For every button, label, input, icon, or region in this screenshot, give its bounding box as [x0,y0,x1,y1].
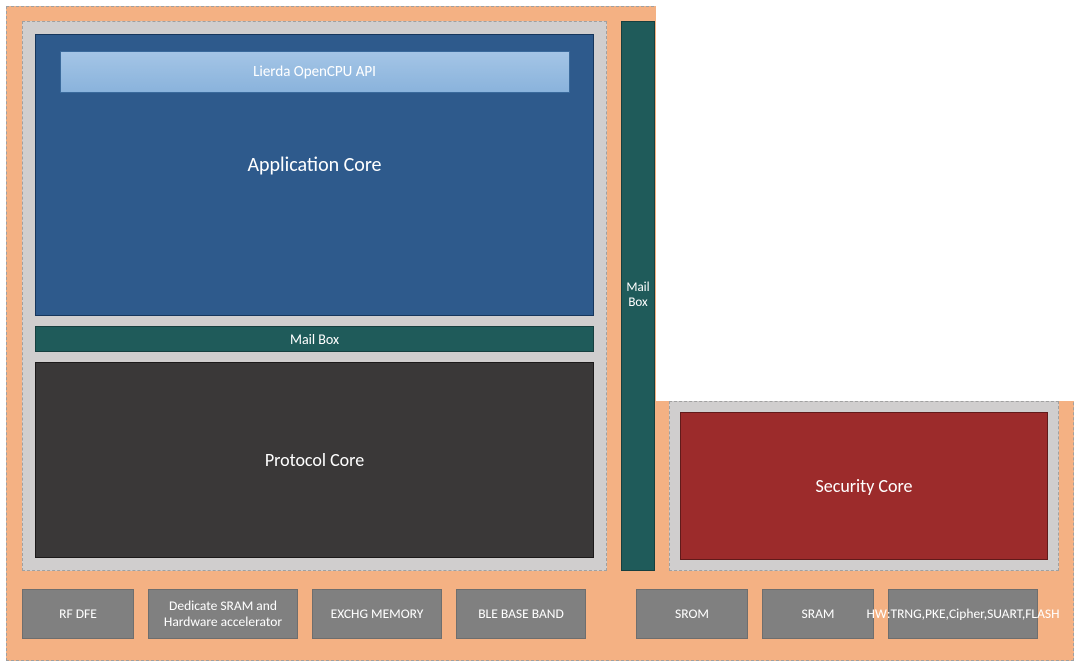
mailbox-v-label: Mail Box [624,281,652,311]
opencpu-api-label: Lierda OpenCPU API [253,63,376,81]
mailbox-h-label: Mail Box [290,331,339,348]
outer-container: Lierda OpenCPU API Application Core Mail… [6,6,1074,661]
security-core: Security Core [680,412,1048,560]
bottom-box-4: SROM [636,589,748,639]
application-core-label: Application Core [247,153,381,177]
protocol-core: Protocol Core [35,362,594,558]
bottom-box-2: EXCHG MEMORY [312,589,442,639]
application-core: Lierda OpenCPU API Application Core [35,34,594,316]
notch-mask [656,5,1077,401]
left-panel: Lierda OpenCPU API Application Core Mail… [22,21,607,571]
bottom-box-3: BLE BASE BAND [456,589,586,639]
mailbox-vertical: Mail Box [621,21,655,571]
protocol-core-label: Protocol Core [265,449,364,471]
bottom-row: RF DFE Dedicate SRAM and Hardware acceler… [22,589,1060,639]
bottom-box-0: RF DFE [22,589,134,639]
mailbox-horizontal: Mail Box [35,326,594,352]
bottom-box-1: Dedicate SRAM and Hardware accelerator [148,589,298,639]
security-core-label: Security Core [815,475,912,497]
opencpu-api-bar: Lierda OpenCPU API [60,51,570,93]
right-panel: Security Core [669,401,1059,571]
bottom-box-6: HW:TRNG,PKE,Cipher,SUART,FLASH [888,589,1038,639]
bottom-box-5: SRAM [762,589,874,639]
